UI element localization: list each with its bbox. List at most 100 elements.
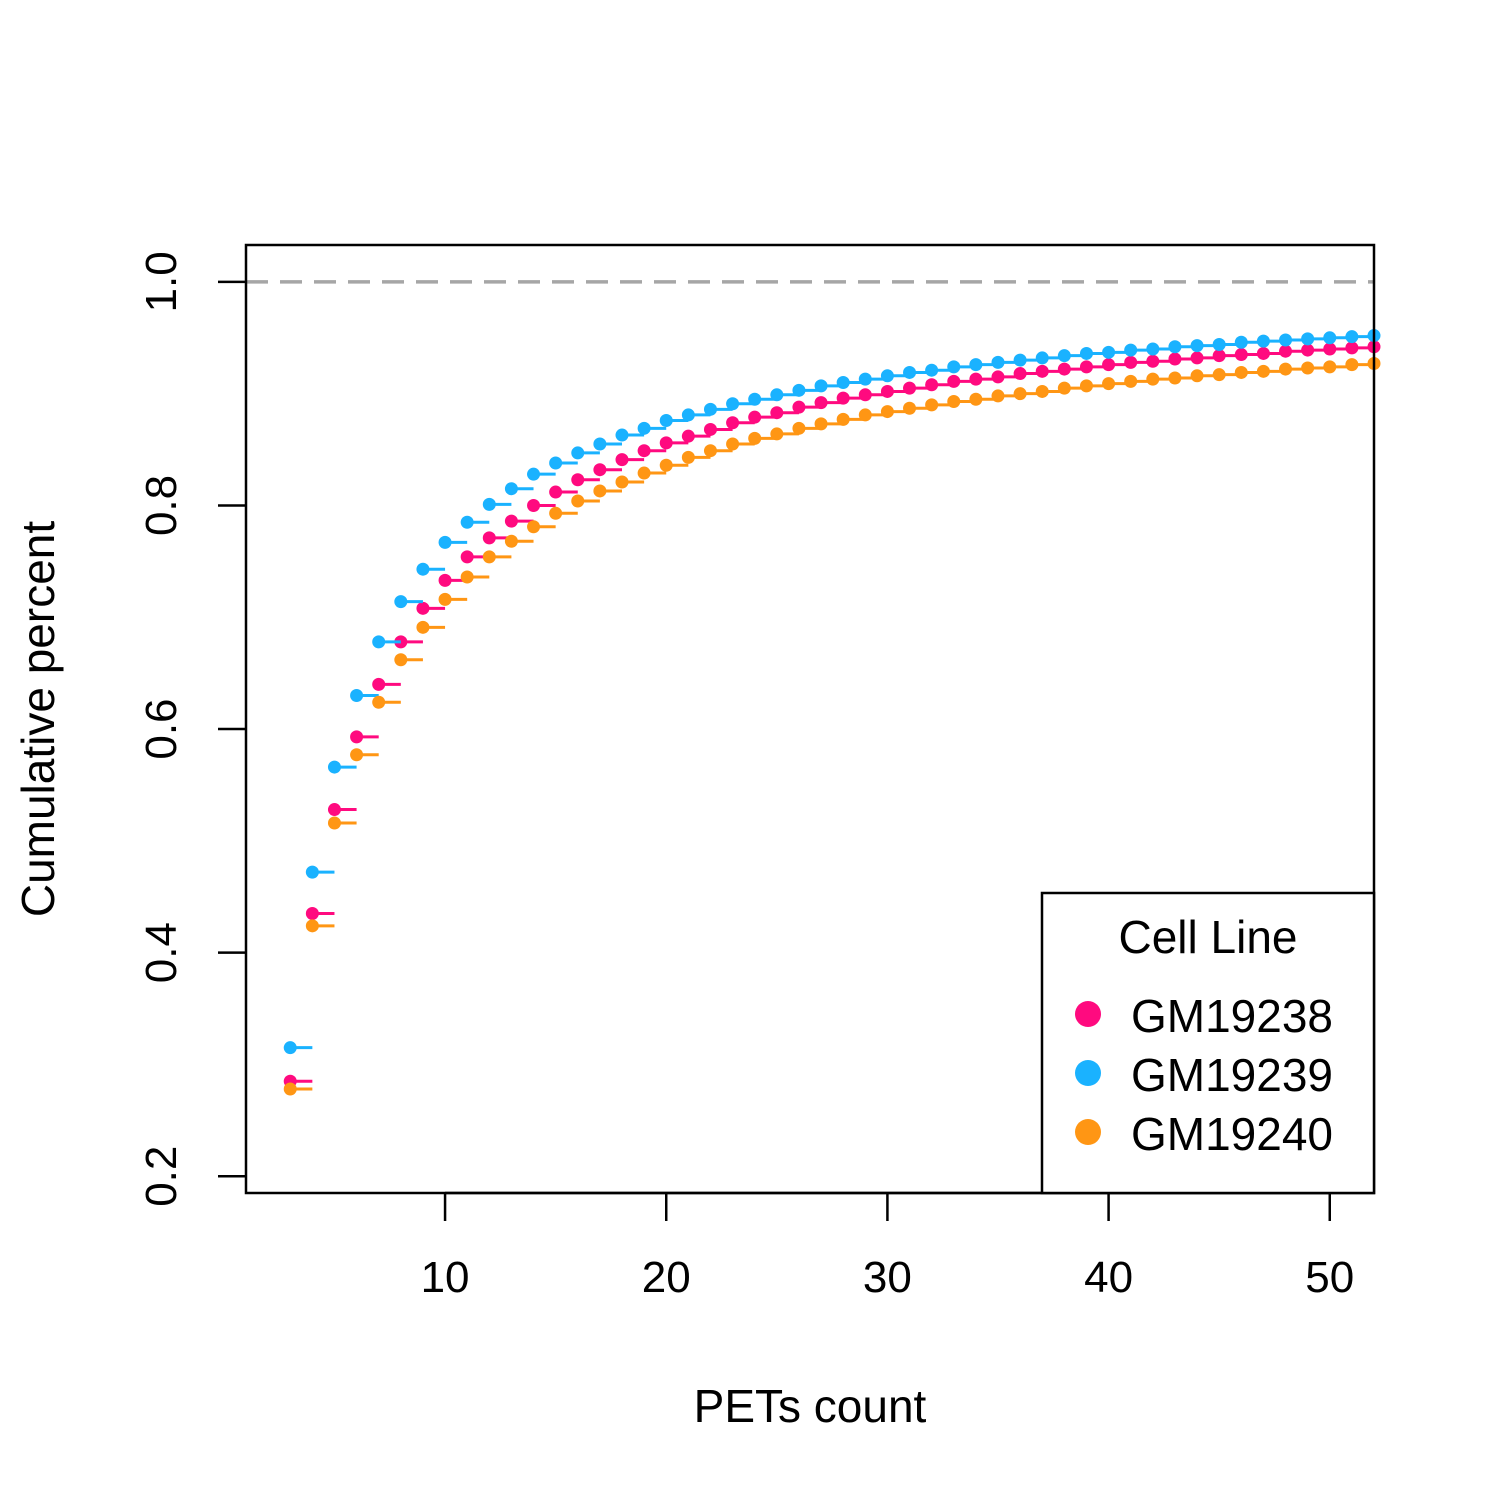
data-point [1124, 374, 1138, 388]
data-point [1234, 335, 1248, 349]
data-point [1146, 372, 1160, 386]
data-point [416, 601, 430, 615]
data-point [814, 379, 828, 393]
data-point [1035, 384, 1049, 398]
data-point [770, 427, 784, 441]
data-point [681, 429, 695, 443]
data-point [792, 383, 806, 397]
data-point [482, 531, 496, 545]
data-point [504, 534, 518, 548]
data-point [1256, 334, 1270, 348]
data-point [969, 392, 983, 406]
data-point [460, 515, 474, 529]
data-point [1057, 381, 1071, 395]
data-point [659, 414, 673, 428]
data-point [770, 406, 784, 420]
y-tick-label: 0.8 [137, 475, 186, 536]
data-point [571, 446, 585, 460]
data-point [350, 689, 364, 703]
y-tick-label: 0.4 [137, 922, 186, 983]
data-point [438, 535, 452, 549]
data-point [283, 1041, 297, 1055]
data-point [925, 363, 939, 377]
legend-label: GM19240 [1131, 1108, 1333, 1160]
data-point [814, 396, 828, 410]
data-point [1190, 351, 1204, 365]
data-point [1057, 349, 1071, 363]
data-point [438, 592, 452, 606]
data-point [305, 865, 319, 879]
data-point [1301, 343, 1315, 357]
data-point [1301, 361, 1315, 375]
data-point [703, 444, 717, 458]
data-point [903, 365, 917, 379]
data-point [1168, 352, 1182, 366]
series-layer [283, 329, 1381, 1096]
data-point [836, 376, 850, 390]
data-point [1234, 365, 1248, 379]
data-point [1057, 362, 1071, 376]
data-point [1102, 358, 1116, 372]
data-point [770, 388, 784, 402]
y-tick-label: 1.0 [137, 251, 186, 312]
y-axis: 0.2 0.4 0.6 0.8 1.0 [137, 251, 246, 1207]
data-point [858, 372, 872, 386]
data-point [925, 378, 939, 392]
data-point [1190, 369, 1204, 383]
data-point [571, 473, 585, 487]
data-point [549, 485, 563, 499]
data-point [1013, 353, 1027, 367]
data-point [327, 816, 341, 830]
data-point [593, 437, 607, 451]
data-point [748, 392, 762, 406]
data-point [792, 400, 806, 414]
legend-label: GM19238 [1131, 990, 1333, 1042]
series-GM19238 [283, 340, 1381, 1088]
legend-title: Cell Line [1119, 911, 1298, 963]
data-point [637, 421, 651, 435]
legend-marker [1075, 1001, 1101, 1027]
legend-box [1040, 891, 1376, 1195]
data-point [549, 506, 563, 520]
data-point [527, 520, 541, 534]
data-point [880, 405, 894, 419]
data-point [372, 635, 386, 649]
data-point [504, 482, 518, 496]
data-point [969, 358, 983, 372]
data-point [1279, 362, 1293, 376]
data-point [1212, 368, 1226, 382]
data-point [372, 695, 386, 709]
data-point [991, 355, 1005, 369]
data-point [305, 919, 319, 933]
data-point [527, 467, 541, 481]
data-point [1323, 342, 1337, 356]
data-point [394, 595, 408, 609]
data-point [327, 803, 341, 817]
legend-marker [1075, 1060, 1101, 1086]
legend-marker [1075, 1119, 1101, 1145]
data-point [836, 412, 850, 426]
data-point [1256, 364, 1270, 378]
data-point [880, 384, 894, 398]
data-point [350, 730, 364, 744]
data-point [1212, 349, 1226, 363]
data-point [416, 620, 430, 634]
data-point [1345, 341, 1359, 355]
data-point [703, 422, 717, 436]
data-point [394, 653, 408, 667]
data-point [748, 431, 762, 445]
data-point [991, 370, 1005, 384]
data-point [858, 408, 872, 422]
data-point [1079, 379, 1093, 393]
data-point [1035, 364, 1049, 378]
data-point [327, 760, 341, 774]
data-point [1013, 387, 1027, 401]
data-point [659, 436, 673, 450]
data-point [991, 389, 1005, 403]
data-point [1190, 339, 1204, 353]
data-point [1256, 346, 1270, 360]
data-point [372, 677, 386, 691]
data-point [1035, 351, 1049, 365]
x-tick-label: 50 [1305, 1253, 1354, 1302]
